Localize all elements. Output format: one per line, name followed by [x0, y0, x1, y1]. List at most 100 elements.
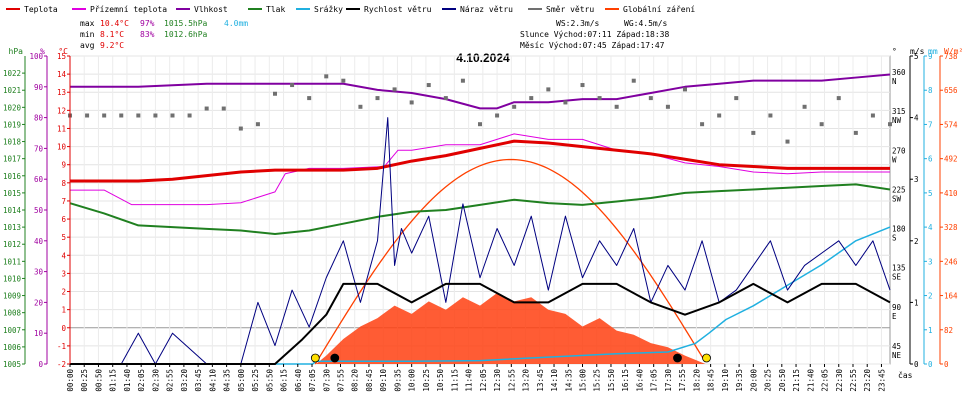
- x-tick-label: 12:30: [493, 369, 502, 392]
- degc-axis-unit: °C: [58, 47, 68, 56]
- x-tick-label: 14:35: [564, 369, 573, 392]
- x-tick-label: 01:40: [123, 369, 132, 392]
- legend-label: Rychlost větru: [364, 5, 432, 14]
- hpa-axis-tick-label: 1010: [3, 274, 22, 283]
- degc-axis-tick-label: 5: [61, 233, 66, 242]
- wm2-axis-tick-label: 410: [944, 189, 958, 198]
- x-tick-label: 22:05: [821, 369, 830, 392]
- wind-direction-point: [512, 104, 517, 109]
- mm-axis-tick-label: 3: [928, 257, 933, 266]
- hpa-axis-tick-label: 1008: [3, 309, 22, 318]
- wind-direction-point: [170, 113, 175, 118]
- hpa-axis-unit: hPa: [9, 47, 24, 56]
- degc-axis-tick-label: 2: [61, 288, 66, 297]
- hpa-axis-tick-label: 1015: [3, 189, 21, 198]
- legend-label: Teplota: [24, 5, 58, 14]
- x-tick-label: 13:20: [522, 369, 531, 392]
- x-tick-label: 04:35: [223, 369, 232, 392]
- x-tick-label: 23:45: [877, 369, 886, 392]
- dir-tick-letter: SE: [892, 273, 902, 282]
- astro-info: WS:2.3m/s WG:4.5m/s Slunce Východ:07:11 Zá…: [520, 19, 669, 50]
- x-tick-label: 05:00: [237, 369, 246, 392]
- humidity-line: [70, 73, 891, 110]
- pct-axis-tick-label: 10: [34, 329, 44, 338]
- wind-direction-point: [768, 113, 773, 118]
- hpa-axis-tick-label: 1021: [3, 86, 21, 95]
- stat-max-temp: 10.4°C: [100, 19, 129, 28]
- radiation-clear-sky: [314, 158, 706, 365]
- x-tick-label: 16:15: [621, 369, 630, 392]
- mm-axis-tick-label: 1: [928, 326, 933, 335]
- radiation-area: [70, 293, 890, 364]
- wind-direction-point: [597, 96, 602, 101]
- degc-axis-tick-label: 8: [61, 179, 66, 188]
- wind-direction-point: [119, 113, 124, 118]
- x-tick-label: 17:55: [678, 369, 687, 392]
- wind-direction-point: [836, 96, 841, 101]
- degc-axis-tick-label: 4: [61, 251, 66, 260]
- stat-avg-label: avg: [80, 41, 95, 50]
- wind-direction-point: [290, 83, 295, 88]
- radiation-series: [70, 158, 890, 365]
- wind-direction-point: [136, 113, 141, 118]
- temperature-line: [70, 139, 890, 183]
- wind-direction-point: [614, 104, 619, 109]
- x-tick-label: 15:50: [607, 369, 616, 392]
- stats-block: max 10.4°C 97% 1015.5hPa 4.0mm min 8.1°C 83% 101…: [80, 19, 248, 50]
- wind-direction-point: [546, 87, 551, 92]
- wind-direction-point: [409, 100, 414, 105]
- stat-min-label: min: [80, 30, 95, 39]
- moonrise-marker: [330, 353, 340, 363]
- wind-direction-point: [392, 87, 397, 92]
- wind-direction-series: [68, 74, 892, 144]
- info-wg: WG:4.5m/s: [624, 19, 668, 28]
- wind-direction-point: [358, 104, 363, 109]
- wind-direction-point: [785, 139, 790, 144]
- degc-axis-tick-label: 11: [57, 124, 66, 133]
- dir-axis-unit: °: [892, 47, 897, 56]
- mm-axis-tick-label: 6: [928, 155, 933, 164]
- wind-direction-point: [341, 78, 346, 83]
- stat-max-press: 1015.5hPa: [164, 19, 208, 28]
- x-axis-label: čas: [898, 370, 913, 380]
- x-tick-label: 02:30: [151, 369, 160, 392]
- pct-axis-tick-label: 30: [34, 268, 44, 277]
- dir-tick-letter: N: [892, 77, 897, 86]
- wind-direction-point: [580, 83, 585, 88]
- wm2-axis-tick-label: 492: [944, 155, 958, 164]
- ms-axis-tick-label: 2: [914, 237, 919, 246]
- x-tick-label: 07:05: [308, 369, 317, 392]
- wind-direction-point: [751, 130, 756, 135]
- hpa-axis-tick-label: 1011: [3, 257, 21, 266]
- degc-axis-tick-label: 12: [57, 106, 66, 115]
- x-tick-label: 20:00: [749, 369, 758, 392]
- x-tick-label: 00:00: [66, 369, 75, 392]
- ms-axis-tick-label: 1: [914, 298, 919, 307]
- x-tick-label: 04:10: [208, 369, 217, 392]
- degc-axis-tick-label: 13: [57, 88, 66, 97]
- pct-axis-tick-label: 0: [38, 360, 43, 369]
- wind-direction-point: [631, 78, 636, 83]
- pct-axis-tick-label: 20: [34, 298, 44, 307]
- wind-direction-point: [375, 96, 380, 101]
- dir-tick-letter: S: [892, 234, 897, 243]
- x-tick-label: 10:50: [436, 369, 445, 392]
- pct-axis-tick-label: 60: [34, 175, 44, 184]
- sun-moon-events: [310, 353, 711, 363]
- hpa-axis-tick-label: 1022: [3, 69, 21, 78]
- moonset-marker: [673, 353, 682, 363]
- wind-direction-point: [238, 126, 243, 131]
- ms-axis-tick-label: 5: [914, 52, 919, 61]
- hpa-axis-tick-label: 1006: [3, 343, 22, 352]
- x-axis: 00:00 00:25 00:50 01:15 01:40 02:05 02:30 02:55…: [66, 364, 913, 392]
- dir-tick-label: 45: [892, 342, 901, 351]
- pct-axis-tick-label: 40: [34, 237, 44, 246]
- wm2-axis-unit: W/m²: [944, 47, 963, 56]
- dir-tick-label: 90: [892, 303, 902, 312]
- x-tick-label: 03:45: [194, 369, 203, 392]
- x-tick-label: 06:15: [280, 369, 289, 392]
- dir-tick-label: 360: [892, 68, 906, 77]
- stat-min-press: 1012.6hPa: [164, 30, 208, 39]
- wind-direction-point: [683, 87, 687, 92]
- wm2-axis-tick-label: 574: [944, 120, 958, 129]
